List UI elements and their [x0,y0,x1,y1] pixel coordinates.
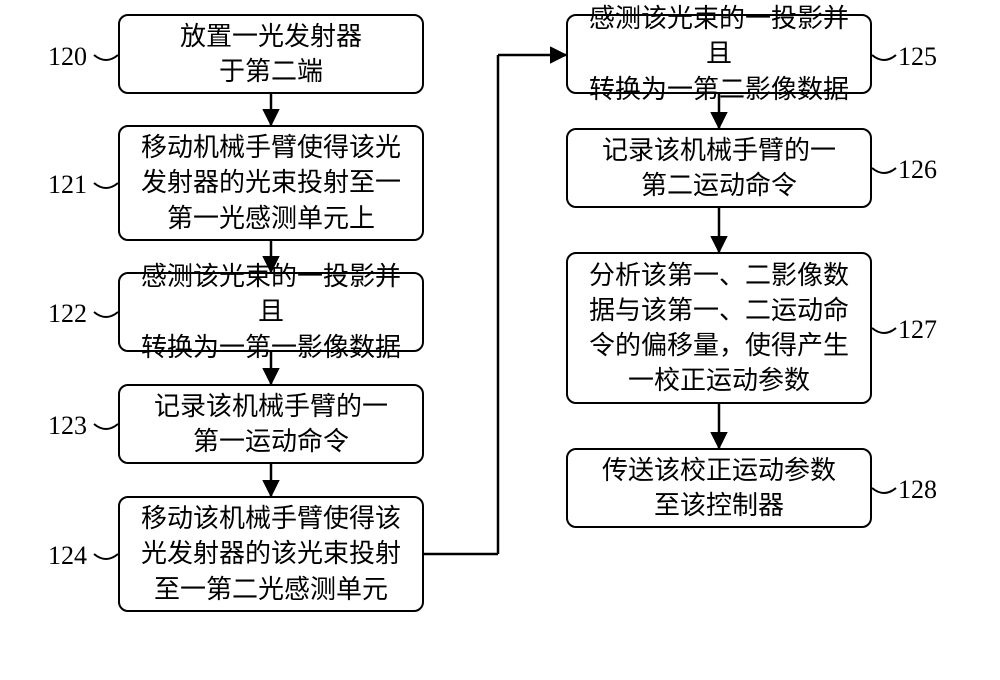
flow-node-text: 感测该光束的一投影并且 转换为一第一影像数据 [130,259,412,364]
label-connector-l126 [872,168,896,173]
flow-node-text: 移动该机械手臂使得该 光发射器的该光束投射 至一第二光感测单元 [141,501,401,606]
flow-node-n124: 移动该机械手臂使得该 光发射器的该光束投射 至一第二光感测单元 [118,496,424,612]
step-label-125: 125 [898,42,937,72]
step-label-122: 122 [48,299,87,329]
label-connector-l125 [872,55,896,60]
step-label-126: 126 [898,155,937,185]
label-connector-l127 [872,328,896,333]
flow-node-n127: 分析该第一、二影像数 据与该第一、二运动命 令的偏移量，使得产生 一校正运动参数 [566,252,872,404]
label-connector-l128 [872,488,896,493]
flow-node-n120: 放置一光发射器 于第二端 [118,14,424,94]
step-label-124: 124 [48,541,87,571]
step-label-127: 127 [898,315,937,345]
label-connector-l120 [94,55,118,60]
label-connector-l121 [94,183,118,188]
label-connector-l123 [94,424,118,429]
flow-node-text: 传送该校正运动参数 至该控制器 [602,453,836,523]
flow-node-text: 记录该机械手臂的一 第一运动命令 [154,389,388,459]
step-label-123: 123 [48,411,87,441]
flow-node-text: 移动机械手臂使得该光 发射器的光束投射至一 第一光感测单元上 [141,130,401,235]
flow-node-text: 分析该第一、二影像数 据与该第一、二运动命 令的偏移量，使得产生 一校正运动参数 [589,258,849,398]
flow-node-text: 记录该机械手臂的一 第二运动命令 [602,133,836,203]
flow-node-n125: 感测该光束的一投影并且 转换为一第二影像数据 [566,14,872,94]
step-label-128: 128 [898,475,937,505]
flow-node-text: 放置一光发射器 于第二端 [180,19,362,89]
flow-node-text: 感测该光束的一投影并且 转换为一第二影像数据 [578,1,860,106]
flowchart-canvas: 放置一光发射器 于第二端移动机械手臂使得该光 发射器的光束投射至一 第一光感测单… [0,0,1000,680]
flow-node-n123: 记录该机械手臂的一 第一运动命令 [118,384,424,464]
label-connector-l122 [94,312,118,317]
flow-node-n121: 移动机械手臂使得该光 发射器的光束投射至一 第一光感测单元上 [118,125,424,241]
flow-node-n128: 传送该校正运动参数 至该控制器 [566,448,872,528]
label-connector-l124 [94,554,118,559]
flow-node-n122: 感测该光束的一投影并且 转换为一第一影像数据 [118,272,424,352]
step-label-121: 121 [48,170,87,200]
flow-node-n126: 记录该机械手臂的一 第二运动命令 [566,128,872,208]
step-label-120: 120 [48,42,87,72]
